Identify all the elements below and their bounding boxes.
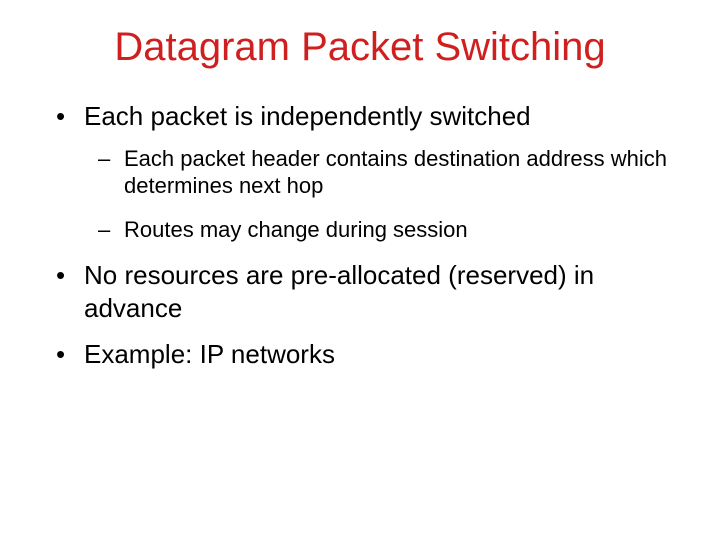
slide-title: Datagram Packet Switching — [50, 24, 670, 70]
slide: Datagram Packet Switching Each packet is… — [0, 0, 720, 540]
bullet-1: Each packet is independently switched — [50, 100, 670, 133]
bullet-1-sub-1: Each packet header contains destination … — [50, 145, 670, 200]
bullet-3: Example: IP networks — [50, 338, 670, 371]
bullet-2: No resources are pre-allocated (reserved… — [50, 259, 670, 324]
bullet-1-sub-2: Routes may change during session — [50, 216, 670, 244]
